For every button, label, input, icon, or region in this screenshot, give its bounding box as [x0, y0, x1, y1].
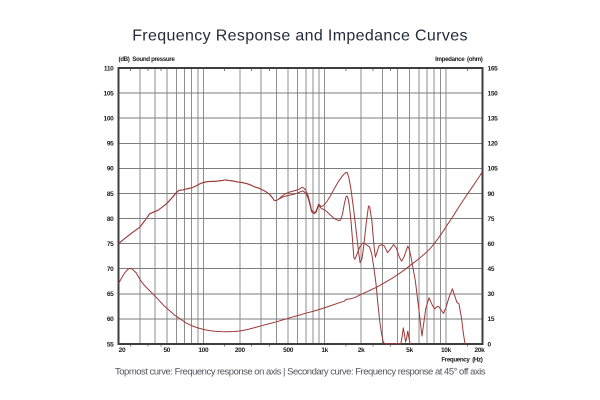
svg-text:100: 100 — [104, 115, 115, 122]
svg-text:20: 20 — [119, 347, 126, 354]
svg-text:110: 110 — [104, 65, 114, 72]
svg-text:55: 55 — [107, 341, 114, 348]
svg-text:70: 70 — [107, 266, 114, 273]
svg-text:135: 135 — [488, 115, 499, 122]
svg-text:5k: 5k — [406, 347, 413, 354]
svg-text:20k: 20k — [475, 347, 486, 354]
svg-text:(dB) Sound pressure: (dB) Sound pressure — [119, 56, 176, 63]
svg-text:45: 45 — [488, 266, 495, 273]
svg-text:200: 200 — [235, 347, 246, 354]
svg-text:75: 75 — [488, 216, 495, 223]
svg-text:120: 120 — [488, 141, 499, 148]
svg-text:85: 85 — [107, 191, 114, 198]
svg-text:500: 500 — [283, 347, 294, 354]
svg-text:Frequency (Hz): Frequency (Hz) — [441, 357, 482, 364]
svg-text:Impedance (ohm): Impedance (ohm) — [435, 56, 483, 63]
svg-text:100: 100 — [198, 347, 209, 354]
svg-text:80: 80 — [107, 216, 114, 223]
svg-text:60: 60 — [488, 241, 495, 248]
svg-text:150: 150 — [488, 90, 499, 97]
svg-text:0: 0 — [488, 341, 492, 348]
svg-text:90: 90 — [107, 166, 114, 173]
svg-text:65: 65 — [107, 291, 114, 298]
svg-text:Topmost curve: Frequency respo: Topmost curve: Frequency response on axi… — [115, 367, 486, 378]
svg-text:75: 75 — [107, 241, 114, 248]
svg-text:95: 95 — [107, 141, 114, 148]
svg-text:165: 165 — [488, 65, 499, 72]
svg-text:90: 90 — [488, 191, 495, 198]
svg-text:50: 50 — [163, 347, 170, 354]
svg-text:Frequency Response and Impedan: Frequency Response and Impedance Curves — [132, 28, 468, 45]
svg-text:10k: 10k — [441, 347, 452, 354]
svg-text:1k: 1k — [321, 347, 328, 354]
svg-text:15: 15 — [488, 316, 495, 323]
svg-text:30: 30 — [488, 291, 495, 298]
svg-text:60: 60 — [107, 316, 114, 323]
svg-text:105: 105 — [488, 166, 499, 173]
svg-text:105: 105 — [104, 90, 115, 97]
svg-text:2k: 2k — [358, 347, 365, 354]
